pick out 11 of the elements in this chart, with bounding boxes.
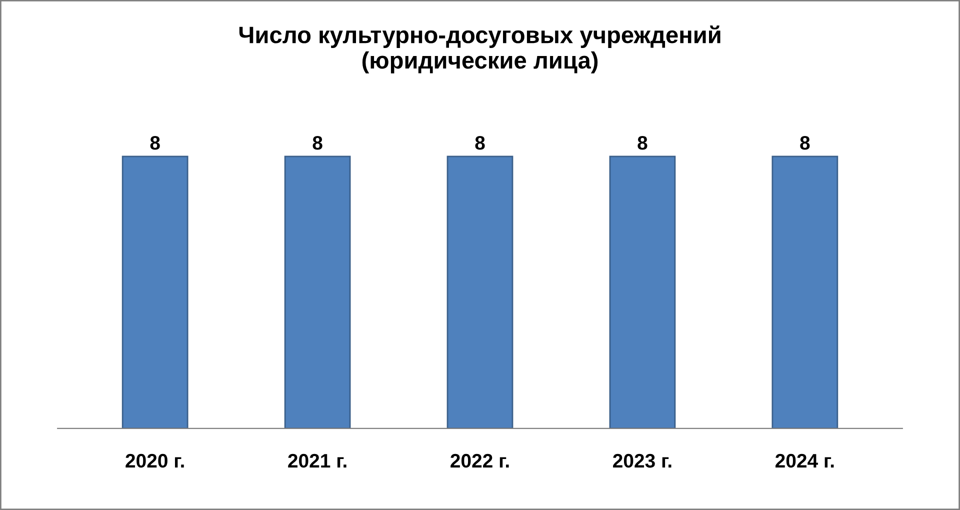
x-tick-label: 2023 г. xyxy=(613,454,672,468)
data-label: 8 xyxy=(150,136,160,150)
data-label: 8 xyxy=(800,136,810,150)
data-label: 8 xyxy=(312,136,322,150)
chart-title: Число культурно-досуговых учреждений (юридические лица) xyxy=(239,26,720,74)
x-tick-label: 2022 г. xyxy=(450,454,509,468)
data-label: 8 xyxy=(475,136,485,150)
x-tick-label: 2024 г. xyxy=(775,454,834,468)
x-tick-label: 2021 г. xyxy=(288,454,346,468)
data-label: 8 xyxy=(638,136,648,150)
x-tick-label: 2020 г. xyxy=(126,454,184,468)
